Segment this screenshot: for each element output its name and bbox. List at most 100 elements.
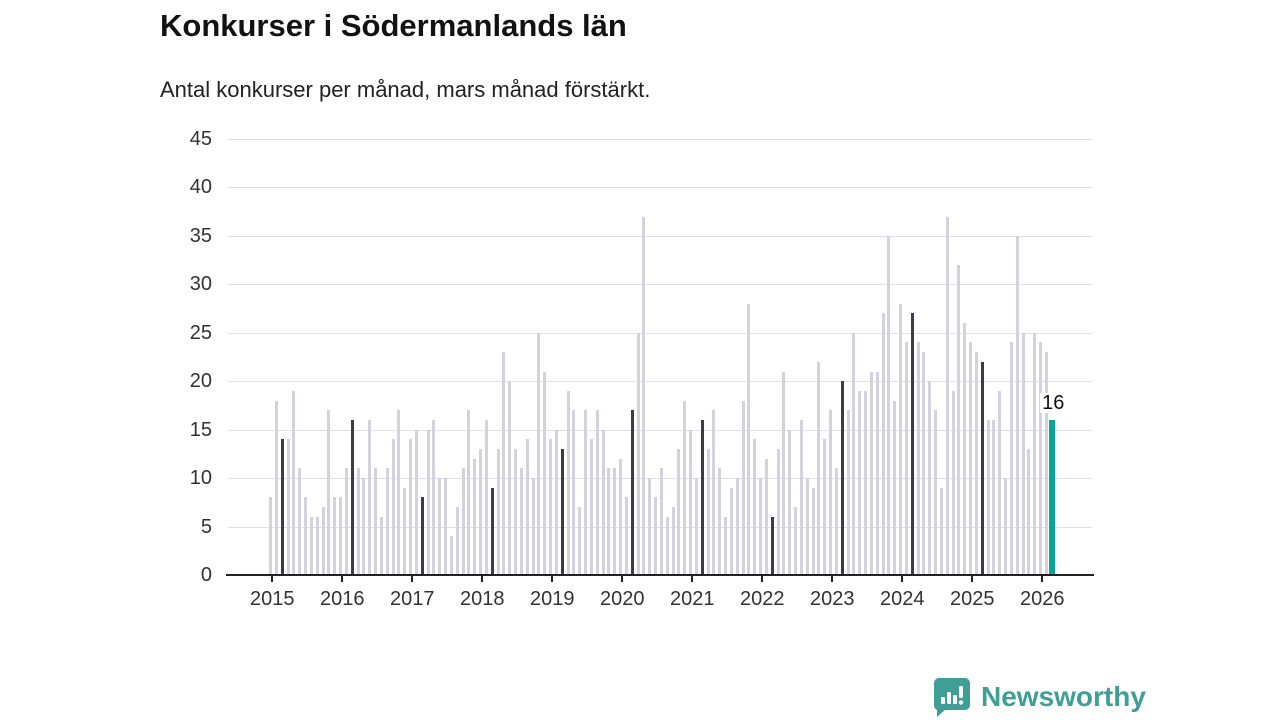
page-title: Konkurser i Södermanlands län xyxy=(160,8,627,43)
x-year-label-2025: 2025 xyxy=(950,588,995,610)
bar-2019-m12 xyxy=(613,468,617,575)
bar-2025-m10 xyxy=(1021,333,1025,575)
x-tick-2024 xyxy=(901,576,904,582)
bar-2020-m9 xyxy=(665,517,669,575)
bar-2021-m2 xyxy=(694,478,698,575)
bar-2015-m12 xyxy=(333,497,337,575)
bar-2017-m12 xyxy=(473,459,477,575)
bar-2022-m2 xyxy=(764,459,768,575)
y-tick-label-20: 20 xyxy=(189,370,212,393)
bar-2022-m12 xyxy=(823,439,827,575)
bar-2020-m4 xyxy=(636,333,640,575)
bar-2021-m5 xyxy=(712,410,716,575)
bar-2021-m1 xyxy=(689,430,692,575)
bar-2025-m3-march xyxy=(980,362,984,575)
gridline-40 xyxy=(228,187,1092,189)
bar-2019-m3-march xyxy=(560,449,564,575)
y-tick-label-40: 40 xyxy=(189,176,212,199)
bar-2023-m8 xyxy=(869,372,873,575)
bar-2021-m6 xyxy=(718,468,722,575)
bar-2025-m8 xyxy=(1009,342,1013,575)
bar-2024-m12 xyxy=(963,323,967,575)
bar-2023-m4 xyxy=(846,410,850,575)
bar-2022-m9 xyxy=(805,478,809,575)
bar-2017-m3-march xyxy=(420,497,424,575)
y-tick-label-10: 10 xyxy=(189,467,212,490)
x-year-label-2023: 2023 xyxy=(810,588,855,610)
bar-2023-m6 xyxy=(858,391,862,575)
bar-2021-m8 xyxy=(729,488,733,575)
bar-2016-m9 xyxy=(385,468,389,575)
bar-2019-m2 xyxy=(554,430,558,575)
bar-2022-m6 xyxy=(788,430,792,575)
bar-2022-m1 xyxy=(759,478,762,575)
bar-2023-m3-march xyxy=(840,381,844,575)
bar-2021-m9 xyxy=(735,478,739,575)
gridline-15 xyxy=(228,429,1092,431)
bar-2020-m2 xyxy=(624,497,628,575)
bar-2020-m7 xyxy=(654,497,657,575)
bar-2017-m9 xyxy=(455,507,459,575)
bar-2026-m2 xyxy=(1044,352,1048,575)
bar-2023-m11 xyxy=(887,236,891,575)
x-year-label-2020: 2020 xyxy=(600,588,645,610)
bar-2017-m2 xyxy=(414,430,418,575)
bar-2017-m5 xyxy=(432,420,436,575)
bar-2017-m1 xyxy=(409,439,412,575)
bar-2025-m2 xyxy=(974,352,978,575)
bar-2015-m9 xyxy=(315,517,319,575)
bar-2022-m8 xyxy=(799,420,803,575)
bar-2019-m10 xyxy=(601,430,605,575)
bar-2024-m4 xyxy=(916,342,920,575)
bar-2017-m7 xyxy=(444,478,447,575)
bar-2023-m1 xyxy=(829,410,832,575)
bar-2022-m4 xyxy=(776,449,780,575)
x-tick-2018 xyxy=(481,576,484,582)
bar-2024-m9 xyxy=(945,217,949,575)
x-tick-2021 xyxy=(691,576,694,582)
x-tick-2020 xyxy=(621,576,624,582)
bar-2018-m1 xyxy=(479,449,482,575)
newsworthy-bubble-chart-icon xyxy=(931,677,971,717)
bar-2016-m8 xyxy=(379,517,383,575)
bar-2022-m7 xyxy=(794,507,797,575)
x-axis-line xyxy=(226,574,1094,576)
bar-2022-m10 xyxy=(811,488,815,575)
bar-2026-m3-highlight xyxy=(1049,420,1056,575)
newsworthy-logo[interactable]: Newsworthy xyxy=(931,677,1146,717)
x-year-label-2024: 2024 xyxy=(880,588,925,610)
bar-2017-m4 xyxy=(426,430,430,575)
bar-2024-m6 xyxy=(928,381,932,575)
bar-2020-m8 xyxy=(659,468,663,575)
bar-2018-m8 xyxy=(519,468,523,575)
bar-2026-m1 xyxy=(1039,342,1042,575)
bar-2021-m7 xyxy=(724,517,727,575)
bar-2021-m10 xyxy=(741,401,745,575)
bar-2016-m2 xyxy=(344,468,348,575)
bar-2015-m8 xyxy=(309,517,313,575)
bar-2018-m3-march xyxy=(490,488,494,575)
bar-2024-m3-march xyxy=(910,313,914,575)
bar-2020-m11 xyxy=(677,449,681,575)
bar-2022-m3-march xyxy=(770,517,774,575)
bar-2025-m5 xyxy=(992,420,996,575)
gridline-35 xyxy=(228,235,1092,237)
bar-2020-m6 xyxy=(648,478,652,575)
x-year-label-2021: 2021 xyxy=(670,588,715,610)
bar-2021-m12 xyxy=(753,439,757,575)
bar-2023-m5 xyxy=(852,333,856,575)
x-tick-2016 xyxy=(341,576,344,582)
bar-2015-m1 xyxy=(269,497,272,575)
bar-2015-m4 xyxy=(286,439,290,575)
bar-2017-m8 xyxy=(449,536,453,575)
bar-2021-m11 xyxy=(747,304,751,575)
bar-2018-m4 xyxy=(496,449,500,575)
bar-2020-m5 xyxy=(642,217,646,575)
bar-2018-m5 xyxy=(502,352,506,575)
bar-2023-m7 xyxy=(864,391,867,575)
bar-2015-m3-march xyxy=(280,439,284,575)
bar-2015-m2 xyxy=(274,401,278,575)
bar-2023-m2 xyxy=(834,468,838,575)
x-tick-2023 xyxy=(831,576,834,582)
bar-2016-m11 xyxy=(397,410,401,575)
